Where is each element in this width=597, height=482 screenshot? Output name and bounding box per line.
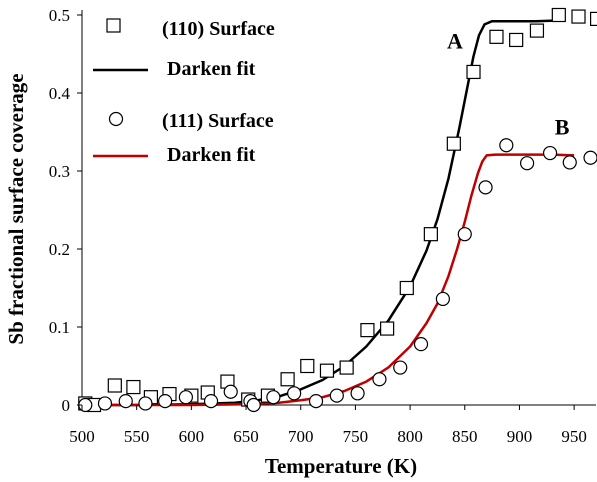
circle-marker-111 <box>562 155 577 170</box>
legend-circle-swatch <box>108 111 124 127</box>
fit-line-3 <box>82 153 575 407</box>
circle-marker-111 <box>413 337 429 352</box>
circle-marker-111 <box>393 360 408 375</box>
y-axis-title: Sb fractional surface coverage <box>4 73 28 344</box>
y-tick-label: 0.5 <box>49 6 70 25</box>
square-marker-110 <box>126 379 141 395</box>
square-marker-110 <box>300 358 315 374</box>
x-tick-label: 550 <box>124 427 150 446</box>
legend-label: (111) Surface <box>162 110 274 132</box>
x-tick-label: 700 <box>288 427 314 446</box>
circle-marker-111 <box>158 394 173 409</box>
square-marker-110 <box>319 363 335 378</box>
square-marker-110 <box>339 360 354 375</box>
circle-marker-111 <box>478 180 493 195</box>
square-marker-110 <box>466 64 481 80</box>
circle-marker-111 <box>266 390 281 405</box>
legend-label: Darken fit <box>167 144 256 166</box>
circle-marker-111 <box>223 384 238 399</box>
y-tick-label: 0.2 <box>49 240 70 259</box>
circle-marker-111 <box>178 390 193 405</box>
circle-marker-111 <box>329 388 344 403</box>
y-tick-label: 0.1 <box>49 318 70 337</box>
circle-marker-111 <box>308 394 324 409</box>
curve-annotation: A <box>447 29 463 54</box>
square-marker-110 <box>360 323 375 338</box>
circle-marker-111 <box>583 150 597 165</box>
circle-marker-111 <box>499 138 514 153</box>
circle-marker-111 <box>435 291 450 307</box>
circle-marker-111 <box>138 396 153 411</box>
y-tick-label: 0.3 <box>49 162 70 181</box>
x-tick-label: 800 <box>397 427 423 446</box>
circle-marker-111 <box>350 386 365 401</box>
circle-marker-111 <box>246 397 261 413</box>
circle-marker-111 <box>118 394 133 409</box>
square-marker-110 <box>509 32 524 48</box>
circle-marker-111 <box>203 394 219 409</box>
circle-marker-111 <box>542 145 558 161</box>
curve-annotation: B <box>555 114 570 139</box>
x-tick-label: 650 <box>233 427 259 446</box>
square-marker-110 <box>446 136 461 151</box>
square-marker-110 <box>423 227 438 242</box>
square-marker-110 <box>107 378 122 393</box>
circle-marker-111 <box>372 372 387 387</box>
square-marker-110 <box>280 372 295 387</box>
legend-square-swatch <box>106 18 121 33</box>
x-axis-title: Temperature (K) <box>265 454 417 478</box>
square-marker-110 <box>551 7 566 23</box>
circle-marker-111 <box>97 396 113 411</box>
x-tick-label: 750 <box>343 427 369 446</box>
fit-line-1 <box>82 19 558 407</box>
circle-marker-111 <box>457 227 472 242</box>
legend-label: Darken fit <box>167 58 256 80</box>
x-tick-label: 850 <box>452 427 478 446</box>
square-marker-110 <box>589 11 597 26</box>
square-marker-110 <box>529 23 545 38</box>
x-tick-label: 950 <box>561 427 587 446</box>
y-tick-label: 0 <box>62 396 71 415</box>
x-tick-label: 500 <box>69 427 95 446</box>
circle-marker-111 <box>287 386 302 401</box>
x-tick-label: 900 <box>507 427 533 446</box>
square-marker-110 <box>380 321 395 336</box>
square-marker-110 <box>399 280 414 296</box>
legend-label: (110) Surface <box>162 18 275 40</box>
y-tick-label: 0.4 <box>49 84 71 103</box>
square-marker-110 <box>571 9 586 24</box>
x-tick-label: 600 <box>179 427 205 446</box>
square-marker-110 <box>489 29 504 44</box>
legend: (110) Surface Darken fit (111) Surface Dark… <box>93 18 275 166</box>
circle-marker-111 <box>520 156 535 171</box>
